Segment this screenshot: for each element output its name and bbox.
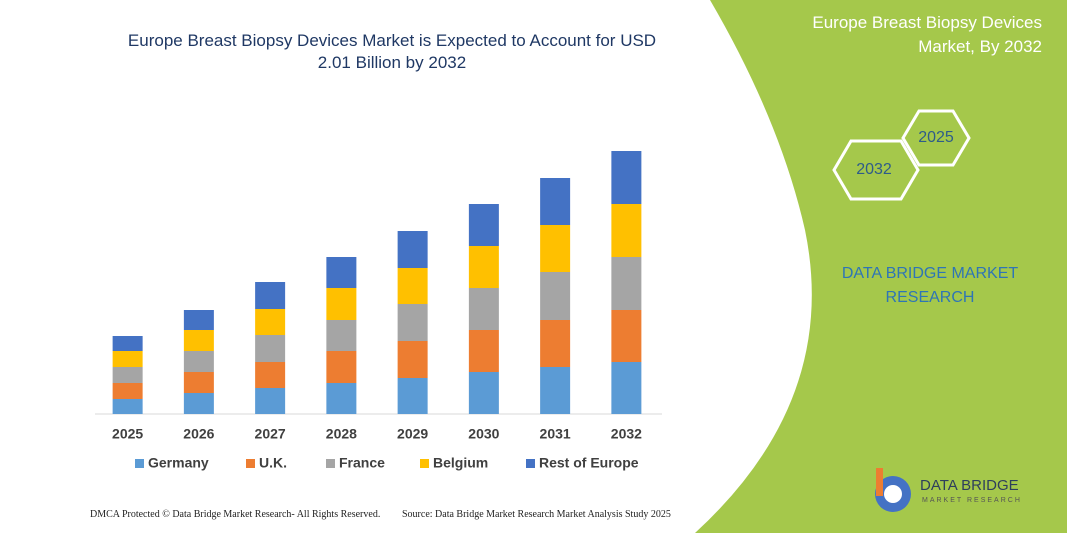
logo-name: DATA BRIDGE <box>920 477 1019 494</box>
bar <box>611 204 642 257</box>
bar <box>326 320 357 351</box>
bar <box>183 351 214 372</box>
bar <box>183 372 214 393</box>
brand: DATA BRIDGE MARKET RESEARCH <box>841 265 1019 306</box>
hexagon-label: 2025 <box>918 129 954 146</box>
legend-swatch <box>135 459 144 468</box>
x-tick-label: 2032 <box>611 426 642 442</box>
logo-icon <box>875 468 911 512</box>
logo-tagline: MARKET RESEARCH <box>922 497 1022 504</box>
hexagon <box>901 109 971 167</box>
x-tick-label: 2031 <box>540 426 571 442</box>
bar <box>112 367 143 383</box>
bar <box>112 336 143 351</box>
hexagon <box>832 139 920 201</box>
legend-label: Rest of Europe <box>539 455 639 471</box>
bar <box>540 320 571 367</box>
side-panel <box>695 0 1067 533</box>
bar <box>540 225 571 272</box>
bar <box>397 231 428 268</box>
bar <box>540 178 571 225</box>
bar <box>468 288 499 330</box>
legend-label: France <box>339 455 385 471</box>
bar <box>611 362 642 414</box>
x-tick-label: 2027 <box>255 426 286 442</box>
panel-title: Europe Breast Biopsy Devices Market, By … <box>812 13 1042 56</box>
bar <box>255 388 286 414</box>
bar <box>540 272 571 320</box>
bar <box>183 393 214 414</box>
bar <box>183 330 214 351</box>
bar <box>468 246 499 288</box>
source: Source: Data Bridge Market Research Mark… <box>402 509 671 520</box>
x-tick-label: 2030 <box>468 426 499 442</box>
x-tick-label: 2025 <box>112 426 143 442</box>
bar <box>183 310 214 330</box>
bar <box>611 257 642 310</box>
bar <box>611 310 642 362</box>
bar <box>326 383 357 414</box>
bar <box>397 268 428 304</box>
bar <box>326 257 357 288</box>
bar <box>397 378 428 414</box>
x-tick-label: 2028 <box>326 426 357 442</box>
x-tick-label: 2029 <box>397 426 428 442</box>
bar <box>468 204 499 246</box>
bar <box>112 351 143 367</box>
legend-label: Belgium <box>433 455 488 471</box>
legend-label: Germany <box>148 455 209 471</box>
bar <box>112 383 143 399</box>
legend-swatch <box>246 459 255 468</box>
bar <box>397 341 428 378</box>
bar <box>112 399 143 414</box>
bar <box>611 151 642 204</box>
chart-title: Europe Breast Biopsy Devices Market is E… <box>127 31 657 72</box>
bar <box>468 330 499 372</box>
bar <box>255 362 286 388</box>
copyright: DMCA Protected © Data Bridge Market Rese… <box>90 509 381 520</box>
legend-swatch <box>420 459 429 468</box>
bar <box>326 351 357 383</box>
bar <box>397 304 428 341</box>
bar <box>255 309 286 335</box>
bar <box>468 372 499 414</box>
legend-swatch <box>326 459 335 468</box>
bar <box>255 282 286 309</box>
bar <box>540 367 571 414</box>
bar <box>326 288 357 320</box>
bar <box>255 335 286 362</box>
legend-swatch <box>526 459 535 468</box>
x-tick-label: 2026 <box>183 426 214 442</box>
legend-label: U.K. <box>259 455 287 471</box>
hexagon-label: 2032 <box>856 161 892 178</box>
